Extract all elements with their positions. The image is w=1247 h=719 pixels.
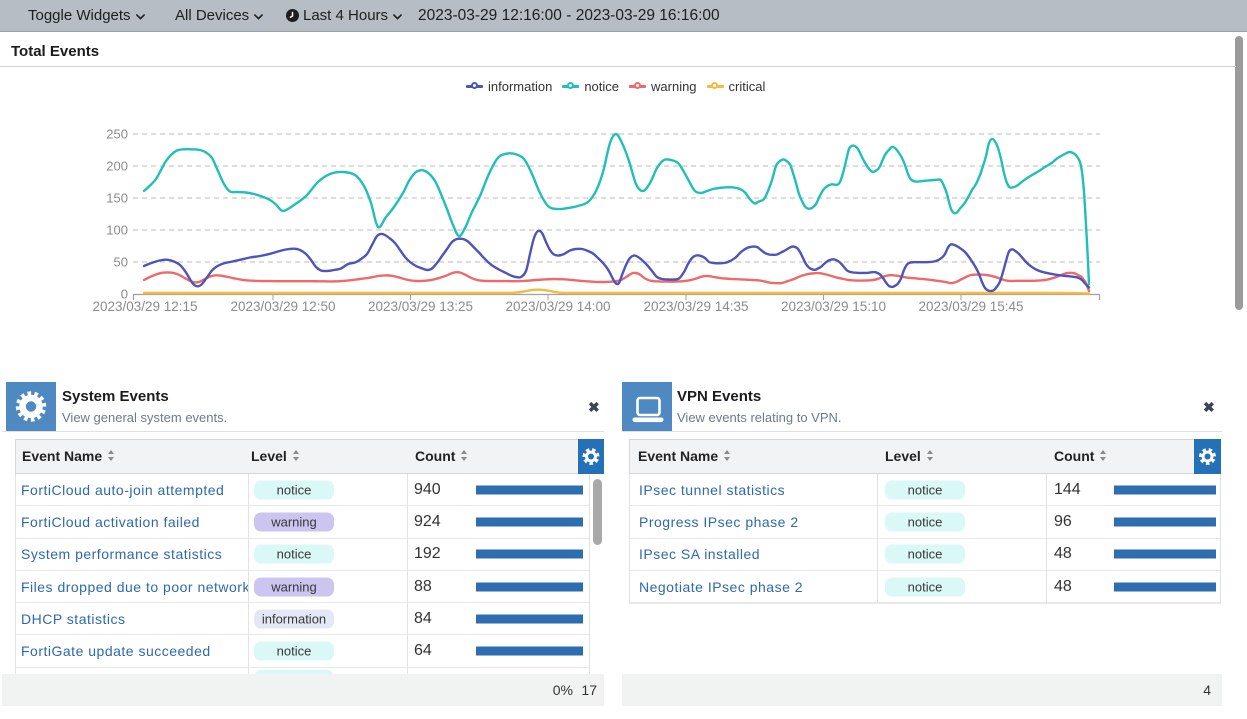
svg-text:250: 250 [106, 127, 128, 142]
svg-text:200: 200 [106, 159, 128, 174]
svg-text:2023/03/29 14:00: 2023/03/29 14:00 [505, 299, 610, 314]
svg-text:2023/03/29 15:10: 2023/03/29 15:10 [781, 299, 886, 314]
svg-text:2023/03/29 13:25: 2023/03/29 13:25 [368, 299, 473, 314]
svg-text:100: 100 [106, 223, 128, 238]
svg-text:2023/03/29 12:50: 2023/03/29 12:50 [230, 299, 335, 314]
svg-text:0: 0 [121, 287, 128, 302]
svg-text:2023/03/29 14:35: 2023/03/29 14:35 [643, 299, 748, 314]
svg-text:50: 50 [114, 255, 128, 270]
svg-text:2023/03/29 15:45: 2023/03/29 15:45 [918, 299, 1023, 314]
svg-text:2023/03/29 12:15: 2023/03/29 12:15 [92, 299, 197, 314]
svg-text:150: 150 [106, 191, 128, 206]
